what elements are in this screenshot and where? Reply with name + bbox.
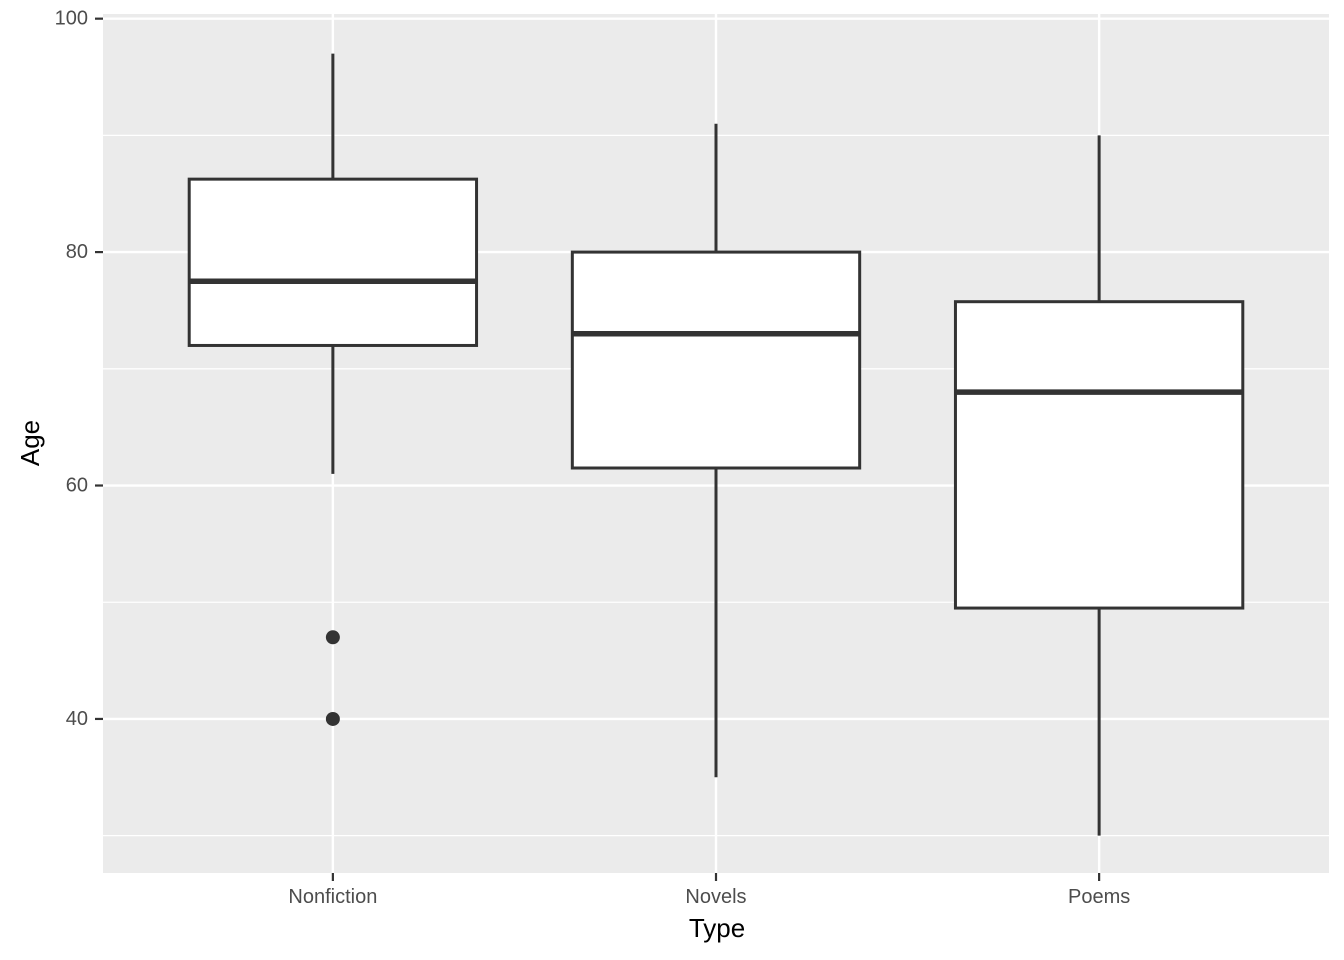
x-tick-label-poems: Poems — [1068, 886, 1130, 908]
y-tick-label: 100 — [55, 8, 88, 30]
x-axis-title: Type — [688, 913, 746, 943]
y-axis-title: Age — [15, 419, 45, 467]
y-tick-label: 80 — [66, 241, 88, 263]
outlier-point-nonfiction — [325, 630, 340, 645]
y-tick-label: 60 — [66, 475, 88, 497]
iqr-box-poems — [953, 300, 1245, 610]
iqr-box-nonfiction — [187, 177, 479, 347]
x-tick-label-novels: Novels — [685, 886, 746, 908]
iqr-box-novels — [570, 250, 862, 470]
x-tick-label-nonfiction: Nonfiction — [288, 886, 377, 908]
outlier-point-nonfiction — [325, 711, 340, 726]
y-tick-label: 40 — [66, 708, 88, 730]
